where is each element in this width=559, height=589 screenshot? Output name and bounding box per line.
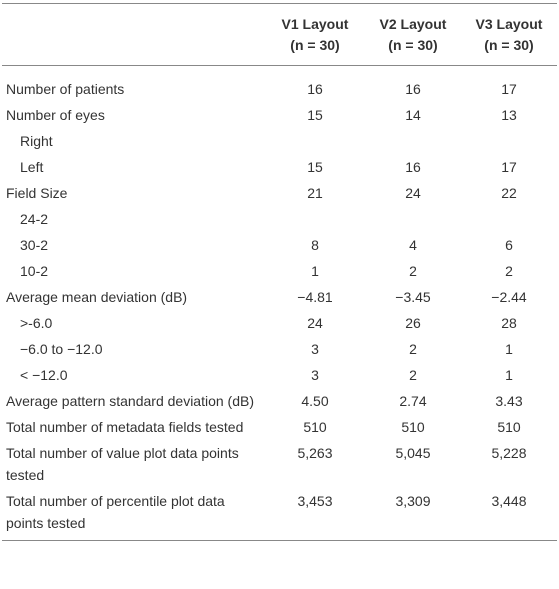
table-row: −6.0 to −12.0 3 2 1 — [2, 336, 557, 362]
cell-empty — [461, 206, 557, 232]
cell-value: 510 — [401, 419, 425, 435]
cell-value: 1 — [311, 263, 319, 279]
row-label: >-6.0 — [20, 315, 53, 331]
row-label: −6.0 to −12.0 — [20, 341, 103, 357]
cell-value: 15 — [307, 107, 323, 123]
data-table: V1 Layout (n = 30) V2 Layout (n = 30) V3 Lay… — [2, 3, 557, 541]
table-row: 30-2 8 4 6 — [2, 232, 557, 258]
table-row: < −12.0 3 2 1 — [2, 362, 557, 388]
cell-value: 3,448 — [491, 493, 527, 509]
table-body: Number of patients 16 16 17 Number of eyes 15… — [2, 66, 557, 541]
column-header: V1 Layout (n = 30) — [265, 4, 365, 66]
cell-value: 2 — [409, 341, 417, 357]
column-sample: (n = 30) — [388, 36, 438, 53]
column-name: V1 Layout — [281, 15, 349, 32]
cell-value: −3.45 — [395, 289, 431, 305]
row-label: Total number of metadata fields tested — [6, 419, 244, 435]
row-label: Left — [20, 159, 44, 175]
row-label: Number of patients — [6, 81, 125, 97]
cell-value: 24 — [405, 185, 421, 201]
cell-value: 3 — [311, 341, 319, 357]
cell-value: 2 — [409, 263, 417, 279]
column-header: V2 Layout (n = 30) — [365, 4, 461, 66]
cell-value: 5,263 — [297, 445, 333, 461]
cell-empty — [365, 206, 461, 232]
cell-value: 3.43 — [495, 393, 523, 409]
cell-value: 17 — [501, 159, 517, 175]
row-label: Field Size — [6, 185, 68, 201]
table-header: V1 Layout (n = 30) V2 Layout (n = 30) V3 Lay… — [2, 3, 557, 66]
column-name: V2 Layout — [379, 15, 447, 32]
table-row: Number of eyes 15 14 13 — [2, 102, 557, 128]
table-row: Number of patients 16 16 17 — [2, 66, 557, 103]
table-row: 24-2 — [2, 206, 557, 232]
table-row: Total number of percentile plot data poi… — [2, 488, 557, 541]
cell-value: 8 — [311, 237, 319, 253]
cell-empty — [265, 206, 365, 232]
row-label: Average pattern standard deviation (dB) — [6, 393, 255, 409]
cell-value: 2.74 — [399, 393, 427, 409]
cell-value: 2 — [505, 263, 513, 279]
table-row: Left 15 16 17 — [2, 154, 557, 180]
cell-value: 16 — [405, 81, 421, 97]
cell-value: 5,045 — [395, 445, 431, 461]
row-label: 10-2 — [20, 263, 49, 279]
table-row: Field Size 21 24 22 — [2, 180, 557, 206]
table-row: >-6.0 24 26 28 — [2, 310, 557, 336]
table-row: Average mean deviation (dB) −4.81 −3.45 −2.… — [2, 284, 557, 310]
cell-value: 21 — [307, 185, 323, 201]
row-label: 24-2 — [20, 211, 49, 227]
cell-value: 2 — [409, 367, 417, 383]
table-row: Average pattern standard deviation (dB) 4… — [2, 388, 557, 414]
cell-value: 6 — [505, 237, 513, 253]
cell-value: 14 — [405, 107, 421, 123]
cell-value: 1 — [505, 367, 513, 383]
cell-value: 15 — [307, 159, 323, 175]
table-row: Total number of value plot data points t… — [2, 440, 557, 488]
table-row: Total number of metadata fields tested 51… — [2, 414, 557, 440]
header-row: V1 Layout (n = 30) V2 Layout (n = 30) V3 Lay… — [2, 3, 557, 66]
cell-value: 24 — [307, 315, 323, 331]
cell-value: −4.81 — [297, 289, 333, 305]
table-row: 10-2 1 2 2 — [2, 258, 557, 284]
row-label: Right — [20, 133, 53, 149]
row-label: Total number of value plot data points t… — [6, 445, 239, 483]
row-label: 30-2 — [20, 237, 49, 253]
cell-value: 3,453 — [297, 493, 333, 509]
cell-value: 3 — [311, 367, 319, 383]
cell-value: 510 — [303, 419, 327, 435]
cell-value: −2.44 — [491, 289, 527, 305]
cell-value: 510 — [497, 419, 521, 435]
cell-value: 4.50 — [301, 393, 329, 409]
column-sample: (n = 30) — [484, 36, 534, 53]
row-label: Total number of percentile plot data poi… — [6, 493, 225, 531]
column-header: V3 Layout (n = 30) — [461, 4, 557, 66]
row-label: Number of eyes — [6, 107, 105, 123]
row-label: < −12.0 — [20, 367, 68, 383]
cell-value: 16 — [405, 159, 421, 175]
header-corner — [2, 4, 265, 66]
cell-value: 28 — [501, 315, 517, 331]
cell-value: 17 — [501, 81, 517, 97]
cell-value: 22 — [501, 185, 517, 201]
cell-value: 3,309 — [395, 493, 431, 509]
cell-empty — [365, 128, 461, 154]
table-row: Right — [2, 128, 557, 154]
cell-value: 1 — [505, 341, 513, 357]
cell-value: 26 — [405, 315, 421, 331]
cell-empty — [461, 128, 557, 154]
column-name: V3 Layout — [475, 15, 543, 32]
cell-value: 4 — [409, 237, 417, 253]
cell-value: 5,228 — [491, 445, 527, 461]
column-sample: (n = 30) — [290, 36, 340, 53]
cell-empty — [265, 128, 365, 154]
cell-value: 13 — [501, 107, 517, 123]
page: V1 Layout (n = 30) V2 Layout (n = 30) V3 Lay… — [0, 3, 559, 589]
cell-value: 16 — [307, 81, 323, 97]
row-label: Average mean deviation (dB) — [6, 289, 188, 305]
